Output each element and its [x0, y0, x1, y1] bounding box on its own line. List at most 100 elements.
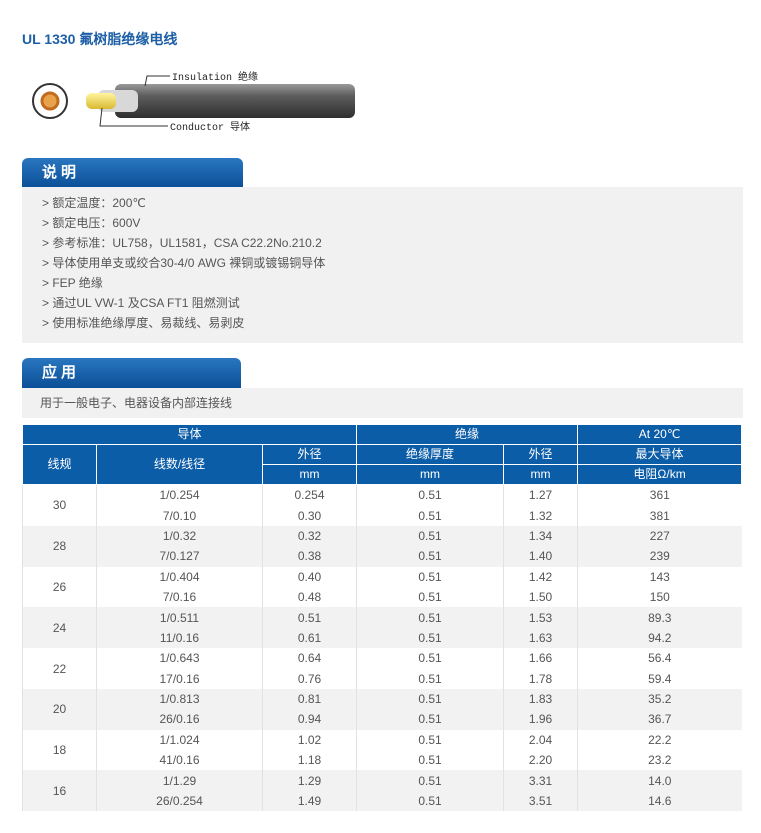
- data-cell: 14.6: [577, 790, 742, 812]
- data-cell: 1.42: [503, 566, 578, 587]
- data-cell: 0.94: [261, 709, 357, 730]
- data-cell: 1.02: [261, 729, 357, 751]
- data-cell: 1.66: [503, 648, 578, 669]
- data-cell: 0.51: [356, 546, 504, 567]
- data-cell: 0.51: [356, 648, 504, 669]
- data-cell: 0.48: [261, 586, 357, 608]
- data-cell: 23.2: [577, 750, 742, 771]
- data-cell: 0.51: [356, 729, 504, 751]
- data-cell: 26/0.254: [96, 790, 263, 812]
- table-row: 28 1/0.32 0.32 0.51 1.34 227: [22, 525, 742, 567]
- table-row: 17/0.16 0.76 0.51 1.78 59.4: [23, 668, 742, 689]
- data-cell: 1.40: [503, 546, 578, 567]
- data-cell: 2.04: [503, 729, 578, 751]
- table-row: 24 1/0.511 0.51 0.51 1.53 89.3: [22, 607, 742, 649]
- gauge-cell: 28: [22, 525, 97, 567]
- data-cell: 0.254: [261, 484, 357, 506]
- header-cell: 线规: [22, 444, 97, 485]
- table-row: 26/0.16 0.94 0.51 1.96 36.7: [23, 709, 742, 730]
- cable-diagram: Insulation 绝缘 Conductor 导体: [32, 70, 355, 134]
- data-cell: 36.7: [577, 709, 742, 730]
- data-cell: 1.49: [261, 790, 357, 812]
- description-list: > 额定温度：200℃ > 额定电压：600V > 参考标准：UL758，UL158…: [22, 187, 743, 333]
- data-cell: 56.4: [577, 648, 742, 669]
- data-cell: 0.51: [261, 607, 357, 628]
- table-row: 7/0.10 0.30 0.51 1.32 381: [23, 505, 742, 526]
- data-cell: 1/0.32: [96, 525, 263, 547]
- section-tab: 说明: [22, 158, 243, 188]
- data-cell: 0.38: [261, 546, 357, 567]
- section-tab: 应用: [22, 358, 241, 388]
- data-cell: 0.51: [356, 688, 504, 710]
- data-cell: 1.50: [503, 586, 578, 608]
- table-row: 20 1/0.813 0.81 0.51 1.83 35.2: [22, 688, 742, 730]
- description-item: > FEP 绝缘: [42, 276, 103, 290]
- data-cell: 0.51: [356, 505, 504, 526]
- table-body: 30 1/0.254 0.254 0.51 1.27 361 7/0.10 0.30 0.51 1…: [22, 484, 742, 812]
- data-cell: 7/0.10: [96, 505, 263, 526]
- data-cell: 35.2: [577, 688, 742, 710]
- header-cell: mm: [503, 464, 579, 485]
- data-cell: 0.30: [261, 505, 357, 526]
- description-item: > 通过UL VW-1 及CSA FT1 阻燃测试: [42, 296, 240, 310]
- table-row: 18 1/1.024 1.02 0.51 2.04 22.2: [22, 729, 742, 771]
- description-item: > 额定电压：600V: [42, 216, 141, 230]
- table-row: 41/0.16 1.18 0.51 2.20 23.2: [23, 750, 742, 771]
- data-cell: 94.2: [577, 627, 742, 649]
- header-cell: mm: [356, 464, 505, 485]
- spec-table: 导体 绝缘 At 20℃ 线规 线数/线径 外径 绝缘厚度 外径 最大导体 mm mm mm 电阻Ω…: [21, 424, 743, 812]
- data-cell: 1.96: [503, 709, 578, 730]
- table-head: 导体 绝缘 At 20℃ 线规 线数/线径 外径 绝缘厚度 外径 最大导体 mm mm mm 电阻Ω…: [21, 424, 743, 485]
- header-cell: 外径: [261, 444, 358, 465]
- table-row: 22 1/0.643 0.64 0.51 1.66 56.4: [22, 648, 742, 689]
- data-cell: 2.20: [503, 750, 578, 771]
- header-cell: 线数/线径: [96, 444, 263, 485]
- insulation-label: Insulation 绝缘: [172, 70, 258, 84]
- gauge-cell: 18: [22, 729, 97, 771]
- data-cell: 11/0.16: [96, 627, 263, 649]
- data-cell: 1.34: [503, 525, 578, 547]
- data-cell: 1.29: [261, 770, 357, 791]
- data-cell: 0.61: [261, 627, 357, 649]
- data-cell: 14.0: [577, 770, 742, 791]
- data-cell: 0.51: [356, 607, 504, 628]
- data-cell: 0.51: [356, 484, 504, 506]
- data-cell: 239: [577, 546, 742, 567]
- data-cell: 1.53: [503, 607, 578, 628]
- description-box: > 额定温度：200℃ > 额定电压：600V > 参考标准：UL758，UL158…: [22, 187, 743, 343]
- header-cell: 电阻Ω/km: [577, 464, 743, 485]
- header-cell: 最大导体: [577, 444, 743, 465]
- data-cell: 143: [577, 566, 742, 587]
- gauge-cell: 26: [22, 566, 97, 608]
- gauge-cell: 24: [22, 607, 97, 649]
- gauge-cell: 30: [22, 484, 97, 526]
- data-cell: 0.40: [261, 566, 357, 587]
- header-cell: 绝缘: [356, 424, 579, 445]
- data-cell: 0.51: [356, 709, 504, 730]
- data-cell: 22.2: [577, 729, 742, 751]
- description-item: > 额定温度：200℃: [42, 196, 146, 210]
- data-cell: 1/0.254: [96, 484, 263, 506]
- header-cell: 外径: [503, 444, 579, 465]
- data-cell: 59.4: [577, 668, 742, 689]
- data-cell: 361: [577, 484, 742, 506]
- page-title: UL 1330 氟树脂绝缘电线: [22, 31, 178, 47]
- table-row: 26/0.254 1.49 0.51 3.51 14.6: [23, 790, 742, 812]
- data-cell: 0.51: [356, 770, 504, 791]
- header-cell: 导体: [21, 424, 358, 445]
- data-cell: 0.51: [356, 668, 504, 689]
- data-cell: 0.81: [261, 688, 357, 710]
- table-row: 30 1/0.254 0.254 0.51 1.27 361: [22, 484, 742, 526]
- data-cell: 1/0.404: [96, 566, 263, 587]
- gauge-cell: 22: [22, 648, 97, 689]
- data-cell: 41/0.16: [96, 750, 263, 771]
- header-cell: At 20℃: [577, 424, 743, 445]
- application-text: 用于一般电子、电器设备内部连接线: [22, 388, 743, 418]
- table-row: 7/0.127 0.38 0.51 1.40 239: [23, 546, 742, 567]
- table-row: 16 1/1.29 1.29 0.51 3.31 14.0: [22, 770, 742, 812]
- data-cell: 1.63: [503, 627, 578, 649]
- table-row: 26 1/0.404 0.40 0.51 1.42 143: [22, 566, 742, 608]
- data-cell: 1/0.813: [96, 688, 263, 710]
- data-cell: 7/0.16: [96, 586, 263, 608]
- data-cell: 0.32: [261, 525, 357, 547]
